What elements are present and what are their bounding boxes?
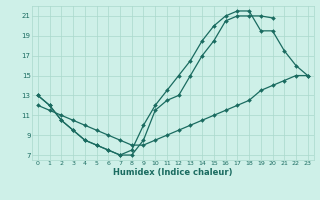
X-axis label: Humidex (Indice chaleur): Humidex (Indice chaleur) <box>113 168 233 177</box>
